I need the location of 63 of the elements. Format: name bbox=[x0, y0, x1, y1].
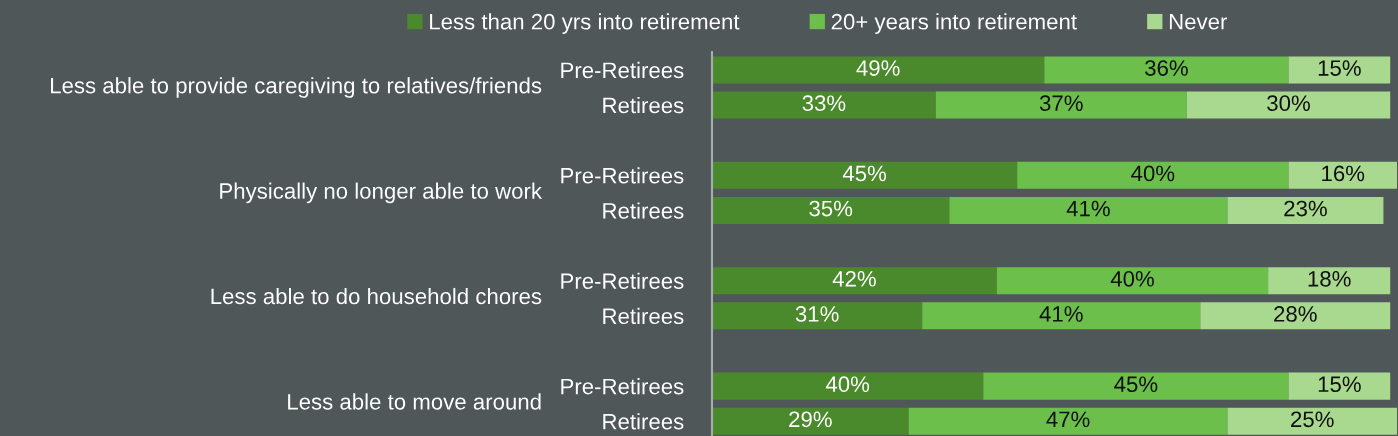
data-label: 42% bbox=[832, 270, 876, 287]
data-label: 30% bbox=[1267, 95, 1310, 112]
data-label: 45% bbox=[842, 165, 887, 182]
bar bbox=[712, 161, 1018, 189]
data-label: 47% bbox=[1046, 411, 1090, 428]
legend-label: Less than 20 yrs into retirement bbox=[430, 13, 740, 34]
y-tick-label: Pre-Retirees bbox=[561, 378, 684, 395]
bar bbox=[996, 267, 1269, 295]
data-label: 45% bbox=[1114, 376, 1158, 393]
legend-label: 20+ years into retirement bbox=[831, 13, 1077, 34]
data-label: 35% bbox=[809, 200, 853, 217]
text: Less able to move around bbox=[288, 393, 541, 410]
data-label: 36% bbox=[1145, 60, 1188, 76]
bar bbox=[1288, 161, 1397, 189]
data-label: 25% bbox=[1291, 411, 1334, 428]
data-label: 15% bbox=[1318, 376, 1361, 393]
data-label: 31% bbox=[795, 306, 839, 322]
bar bbox=[1186, 91, 1391, 119]
bar bbox=[1017, 161, 1289, 189]
y-tick-label: Pre-Retirees bbox=[561, 272, 684, 289]
data-label: 28% bbox=[1274, 306, 1317, 322]
bar bbox=[712, 302, 923, 330]
data-label: 40% bbox=[1131, 165, 1175, 182]
bar bbox=[712, 196, 950, 224]
legend-label: Never bbox=[1169, 14, 1228, 30]
bar bbox=[908, 407, 1228, 435]
bar bbox=[712, 267, 997, 295]
data-label: 33% bbox=[802, 95, 846, 112]
y-tick-label: Retirees bbox=[603, 97, 684, 114]
text: Less able to provide caregiving to relatives/friends bbox=[51, 77, 542, 98]
data-label: 41% bbox=[1066, 200, 1110, 217]
y-tick-label: Pre-Retirees bbox=[561, 61, 684, 79]
data-label: 40% bbox=[1110, 270, 1154, 287]
y-tick-label: Retirees bbox=[603, 202, 684, 219]
text: Less able to do household chores bbox=[211, 287, 542, 305]
bar bbox=[1227, 407, 1397, 435]
y-tick-label: Retirees bbox=[603, 413, 684, 430]
data-label: 29% bbox=[789, 411, 832, 428]
bar bbox=[1227, 196, 1384, 224]
y-tick-label: Retirees bbox=[603, 307, 684, 325]
data-label: 49% bbox=[856, 60, 900, 76]
data-label: 40% bbox=[825, 376, 870, 393]
bar bbox=[712, 56, 1045, 84]
text: Physically no longer able to work bbox=[220, 182, 543, 204]
bar bbox=[1288, 372, 1391, 400]
bar bbox=[712, 407, 909, 435]
bar bbox=[1268, 267, 1391, 295]
data-label: 41% bbox=[1039, 306, 1083, 322]
bar bbox=[983, 372, 1289, 400]
bar bbox=[1200, 302, 1391, 330]
bar bbox=[949, 196, 1228, 224]
y-tick-label: Pre-Retirees bbox=[561, 167, 684, 184]
data-label: 18% bbox=[1308, 270, 1351, 287]
bar bbox=[1288, 56, 1391, 84]
data-label: 23% bbox=[1284, 200, 1327, 217]
bar bbox=[1044, 56, 1289, 84]
data-label: 15% bbox=[1318, 60, 1361, 76]
data-label: 16% bbox=[1322, 165, 1365, 182]
bar bbox=[712, 91, 936, 119]
bar bbox=[935, 91, 1187, 119]
bar bbox=[922, 302, 1201, 330]
bar bbox=[712, 372, 984, 400]
data-label: 37% bbox=[1039, 95, 1083, 112]
